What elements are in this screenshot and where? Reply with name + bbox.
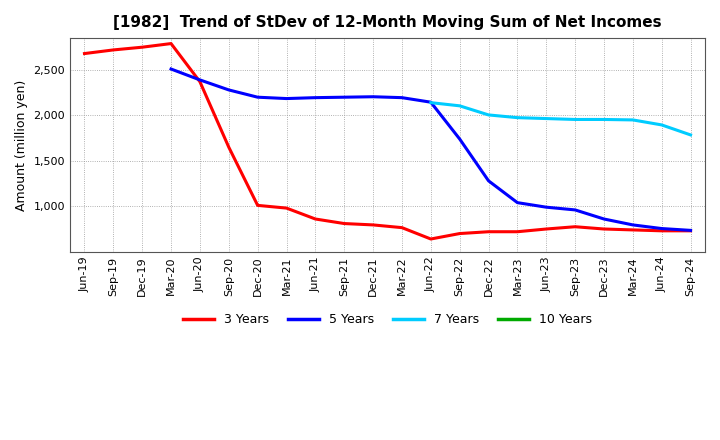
Title: [1982]  Trend of StDev of 12-Month Moving Sum of Net Incomes: [1982] Trend of StDev of 12-Month Moving… [113, 15, 662, 30]
Legend: 3 Years, 5 Years, 7 Years, 10 Years: 3 Years, 5 Years, 7 Years, 10 Years [178, 308, 598, 331]
Y-axis label: Amount (million yen): Amount (million yen) [15, 79, 28, 211]
